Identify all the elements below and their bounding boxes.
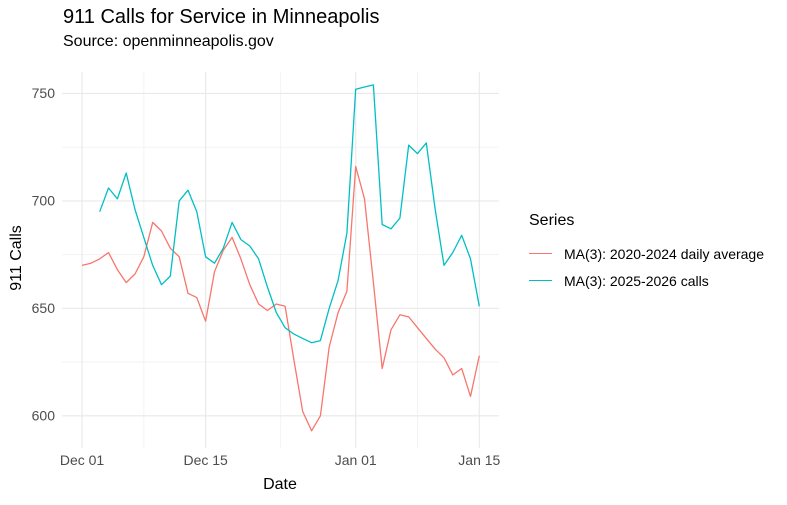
series-line-1 xyxy=(99,84,480,344)
x-tick-label: Jan 01 xyxy=(335,452,377,468)
legend-line-swatch-teal xyxy=(529,280,552,281)
legend-title: Series xyxy=(529,212,575,229)
legend: Series MA(3): 2020-2024 daily average MA… xyxy=(529,212,764,294)
legend-item: MA(3): 2020-2024 daily average xyxy=(529,240,764,267)
y-tick-label: 700 xyxy=(32,193,56,209)
gridlines-major xyxy=(62,72,499,448)
series-lines xyxy=(81,84,480,432)
x-tick-label: Dec 01 xyxy=(60,452,105,468)
chart-subtitle: Source: openminneapolis.gov xyxy=(63,33,274,50)
x-tick-label: Jan 15 xyxy=(458,452,500,468)
y-tick-label: 600 xyxy=(32,407,56,423)
legend-item-label: MA(3): 2025-2026 calls xyxy=(564,272,709,289)
y-tick-label: 750 xyxy=(32,85,56,101)
x-axis-title: Date xyxy=(263,476,297,493)
legend-item: MA(3): 2025-2026 calls xyxy=(529,267,764,294)
series-line-0 xyxy=(81,165,480,432)
y-tick-label: 650 xyxy=(32,300,56,316)
chart-title: 911 Calls for Service in Minneapolis xyxy=(63,6,380,28)
gridlines-minor xyxy=(62,72,499,448)
y-axis-title: 911 Calls xyxy=(8,225,25,291)
axis-tick-labels: 600 650 700 750 Dec 01 Dec 15 Jan 01 Jan 15 xyxy=(32,85,501,468)
x-tick-label: Dec 15 xyxy=(183,452,228,468)
legend-item-label: MA(3): 2020-2024 daily average xyxy=(564,245,765,262)
legend-line-swatch-red xyxy=(529,253,552,254)
